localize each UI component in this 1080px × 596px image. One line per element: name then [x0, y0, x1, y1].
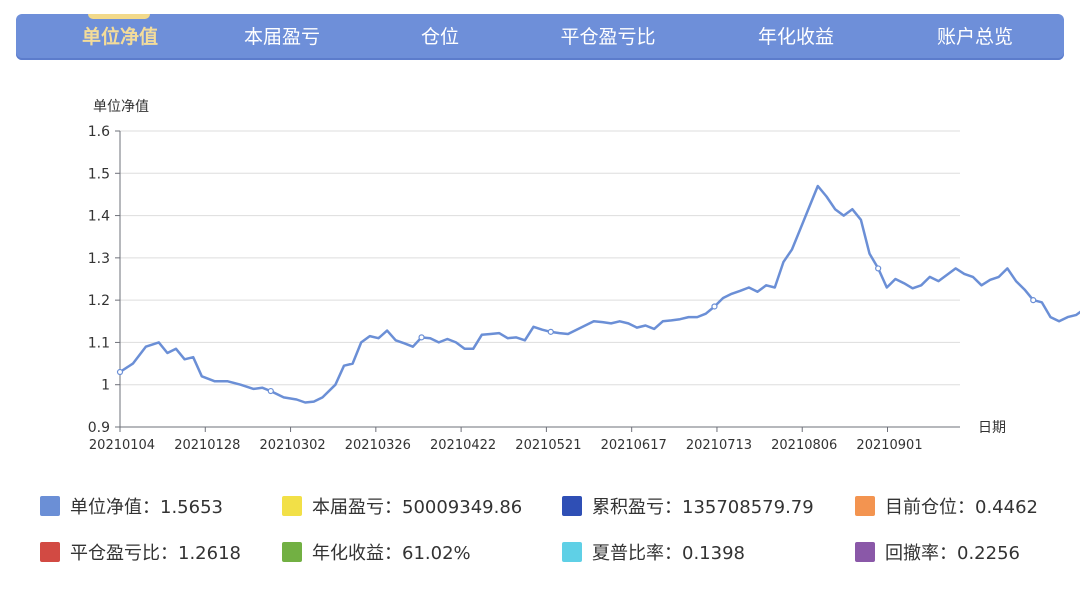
x-tick-label: 20210422 — [430, 438, 496, 453]
legend-item-drawdown: 回撤率：0.2256 — [855, 540, 1020, 564]
tab-position[interactable]: 仓位 — [420, 26, 460, 48]
data-point — [418, 334, 425, 341]
x-axis-title: 日期 — [978, 420, 1006, 436]
data-point — [547, 328, 554, 335]
data-point — [711, 303, 718, 310]
legend-item-position: 目前仓位：0.4462 — [855, 494, 1038, 518]
x-tick-label: 20210901 — [856, 438, 922, 453]
legend-label: 目前仓位：0.4462 — [885, 497, 1038, 518]
legend-label: 回撤率：0.2256 — [885, 543, 1020, 564]
legend-label: 本届盈亏：50009349.86 — [312, 497, 523, 518]
series-line-unit-nav — [119, 184, 1080, 404]
legend-swatch — [40, 542, 60, 562]
legend-item-unit-nav: 单位净值：1.5653 — [40, 494, 223, 518]
x-tick-label: 20210326 — [345, 438, 411, 453]
y-tick-label: 1.1 — [88, 335, 110, 351]
x-tick-label: 20210302 — [259, 438, 325, 453]
tab-annual-return[interactable]: 年化收益 — [757, 26, 835, 48]
legend-label: 夏普比率：0.1398 — [592, 543, 745, 564]
y-tick-label: 1.4 — [88, 209, 110, 225]
legend-item-current-pnl: 本届盈亏：50009349.86 — [282, 494, 522, 518]
active-tab-indicator — [88, 14, 150, 19]
tab-account-overview[interactable]: 账户总览 — [936, 26, 1014, 48]
data-point — [875, 265, 882, 272]
legend-swatch — [40, 496, 60, 516]
legend-item-sharpe: 夏普比率：0.1398 — [562, 540, 745, 564]
data-point — [1030, 297, 1037, 304]
legend-label: 累积盈亏：135708579.79 — [592, 497, 814, 518]
legend-item-annual-return: 年化收益：61.02% — [282, 540, 471, 564]
legend-label: 年化收益：61.02% — [312, 543, 471, 564]
legend-swatch — [562, 542, 582, 562]
y-tick-label: 1.6 — [88, 124, 110, 140]
legend-swatch — [855, 542, 875, 562]
legend-label: 单位净值：1.5653 — [70, 497, 223, 518]
data-point — [267, 387, 274, 395]
x-tick-label: 20210128 — [174, 438, 240, 453]
tab-unit-nav[interactable]: 单位净值 — [81, 26, 159, 48]
tab-bar: 单位净值 本届盈亏 仓位 平仓盈亏比 年化收益 账户总览 — [16, 14, 1064, 60]
data-point — [116, 368, 124, 376]
legend-item-close-pnl-ratio: 平仓盈亏比：1.2618 — [40, 540, 241, 564]
line-chart: 0.9 1 1.1 1.2 1.3 1.4 1.5 1.6 单位净值 20210104 202101… — [88, 99, 1080, 453]
y-axis-title: 单位净值 — [93, 99, 149, 115]
x-tick-label: 20210521 — [515, 438, 581, 453]
y-tick-label: 1.5 — [88, 166, 110, 182]
y-tick-label: 1.3 — [88, 251, 110, 267]
y-tick-label: 0.9 — [88, 420, 110, 436]
y-tick-label: 1 — [101, 378, 110, 394]
x-tick-label: 20210806 — [771, 438, 837, 453]
x-tick-label: 20210713 — [686, 438, 752, 453]
legend-item-cumulative-pnl: 累积盈亏：135708579.79 — [562, 494, 814, 518]
legend-swatch — [282, 542, 302, 562]
legend-swatch — [855, 496, 875, 516]
x-tick-label: 20210104 — [89, 438, 155, 453]
x-tick-label: 20210617 — [601, 438, 667, 453]
legend-swatch — [282, 496, 302, 516]
legend-label: 平仓盈亏比：1.2618 — [70, 543, 241, 564]
legend-swatch — [562, 496, 582, 516]
tab-current-pnl[interactable]: 本届盈亏 — [243, 26, 321, 48]
tab-close-pnl-ratio[interactable]: 平仓盈亏比 — [560, 26, 656, 48]
y-tick-label: 1.2 — [88, 293, 110, 309]
